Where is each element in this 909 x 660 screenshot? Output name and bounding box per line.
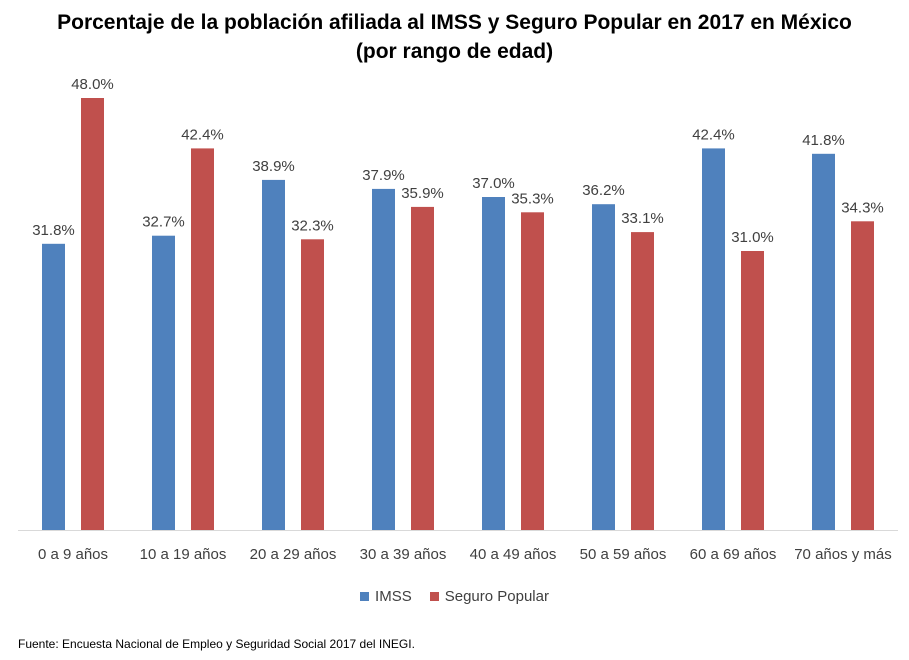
bar-chart-plot: 31.8% 48.0% 0 a 9 años 32.7% 42.4% 10 a 19 añ… xyxy=(18,76,898,563)
chart-title-line-2: (por rango de edad) xyxy=(355,40,554,63)
data-label-imss-30-a-39-anos: 37.9% xyxy=(362,167,405,184)
legend-label-seguro-popular: Seguro Popular xyxy=(444,588,549,605)
legend-swatch-imss xyxy=(360,592,370,601)
data-label-seguro-popular-20-a-29-anos: 32.3% xyxy=(291,217,334,234)
bar-seguro-popular-70-anos-y-mas xyxy=(851,221,874,531)
data-label-seguro-popular-0-a-9-anos: 48.0% xyxy=(71,76,114,93)
legend-swatch-seguro-popular xyxy=(429,592,439,601)
bar-imss-60-a-69-anos xyxy=(702,148,725,530)
x-tick-label-50-a-59-anos: 50 a 59 años xyxy=(580,546,667,563)
data-label-seguro-popular-60-a-69-anos: 31.0% xyxy=(731,229,774,246)
x-tick-label-10-a-19-anos: 10 a 19 años xyxy=(140,546,227,563)
bar-seguro-popular-10-a-19-anos xyxy=(191,148,214,530)
data-label-imss-0-a-9-anos: 31.8% xyxy=(32,222,75,239)
x-tick-label-20-a-29-anos: 20 a 29 años xyxy=(250,546,337,563)
chart-title-line-1: Porcentaje de la población afiliada al I… xyxy=(57,11,852,34)
data-label-seguro-popular-30-a-39-anos: 35.9% xyxy=(401,185,444,202)
data-label-seguro-popular-50-a-59-anos: 33.1% xyxy=(621,210,664,227)
bar-seguro-popular-0-a-9-anos xyxy=(81,98,104,530)
x-tick-label-70-anos-y-mas: 70 años y más xyxy=(794,546,892,563)
bar-imss-50-a-59-anos xyxy=(592,204,615,530)
legend-label-imss: IMSS xyxy=(375,588,412,605)
data-label-imss-70-anos-y-mas: 41.8% xyxy=(802,132,845,149)
data-label-seguro-popular-70-anos-y-mas: 34.3% xyxy=(841,199,884,216)
data-label-imss-50-a-59-anos: 36.2% xyxy=(582,182,625,199)
bar-imss-0-a-9-anos xyxy=(42,243,65,531)
x-tick-label-60-a-69-anos: 60 a 69 años xyxy=(690,546,777,563)
data-label-imss-60-a-69-anos: 42.4% xyxy=(692,126,735,143)
data-label-imss-20-a-29-anos: 38.9% xyxy=(252,158,295,175)
bar-seguro-popular-20-a-29-anos xyxy=(301,239,324,531)
bar-imss-20-a-29-anos xyxy=(262,179,285,530)
legend-item-seguro-popular: Seguro Popular xyxy=(429,588,549,605)
bar-imss-10-a-19-anos xyxy=(152,235,175,530)
bar-seguro-popular-50-a-59-anos xyxy=(631,232,654,530)
chart-title: Porcentaje de la población afiliada al I… xyxy=(0,8,909,66)
x-tick-label-30-a-39-anos: 30 a 39 años xyxy=(360,546,447,563)
x-tick-label-0-a-9-anos: 0 a 9 años xyxy=(38,546,108,563)
bar-seguro-popular-60-a-69-anos xyxy=(741,251,764,530)
data-label-imss-40-a-49-anos: 37.0% xyxy=(472,175,515,192)
legend: IMSS Seguro Popular xyxy=(0,588,909,605)
source-note: Fuente: Encuesta Nacional de Empleo y Se… xyxy=(18,637,415,651)
bar-seguro-popular-40-a-49-anos xyxy=(521,212,544,531)
data-label-seguro-popular-10-a-19-anos: 42.4% xyxy=(181,126,224,143)
legend-item-imss: IMSS xyxy=(360,588,412,605)
bar-imss-70-anos-y-mas xyxy=(812,153,835,531)
data-label-imss-10-a-19-anos: 32.7% xyxy=(142,214,185,231)
bar-imss-30-a-39-anos xyxy=(372,188,395,530)
bar-seguro-popular-30-a-39-anos xyxy=(411,206,434,530)
x-tick-label-40-a-49-anos: 40 a 49 años xyxy=(470,546,557,563)
bar-imss-40-a-49-anos xyxy=(482,197,505,530)
data-label-seguro-popular-40-a-49-anos: 35.3% xyxy=(511,190,554,207)
